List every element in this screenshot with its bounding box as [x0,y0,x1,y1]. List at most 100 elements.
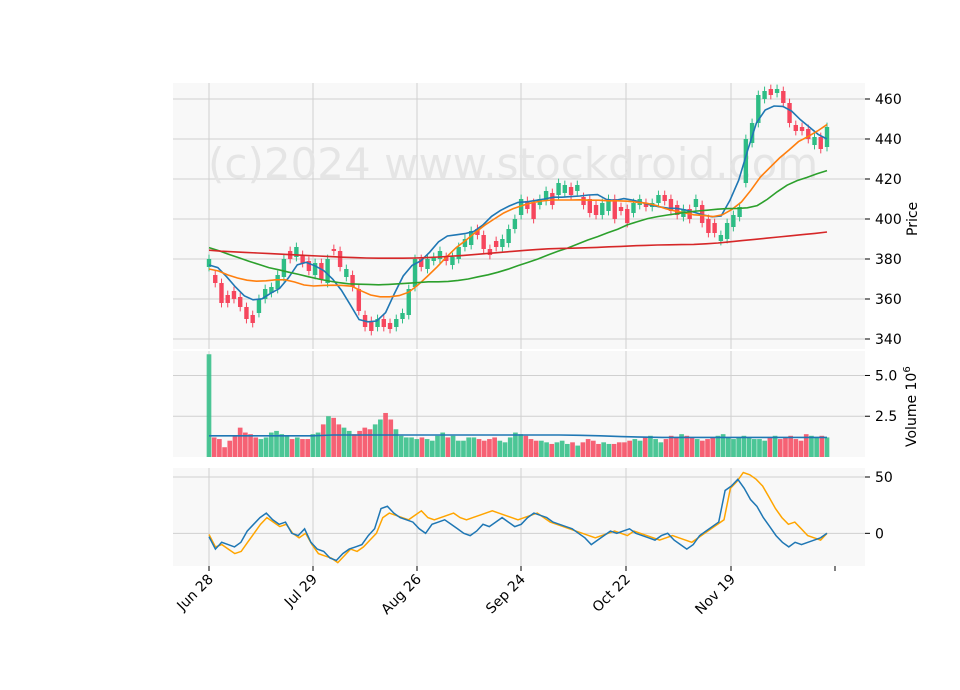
candle-body [768,89,774,95]
volume-bars [206,354,830,457]
candle-body [724,223,730,239]
volume-bar [352,434,357,457]
volume-bar [502,442,508,457]
volume-axis-ticks: 2.5 5.0 [865,368,897,425]
price-panel [173,83,865,349]
candle-body [300,255,305,263]
candle-body [275,275,280,289]
volume-bar [305,439,311,457]
candle-body [356,289,362,311]
volume-bar [694,439,700,457]
candle-body [394,319,399,327]
candle-body [412,259,418,287]
candle-body [450,257,455,265]
x-tick-label: Jun 28 [174,572,217,615]
candle-body [444,257,449,261]
candle-body [325,259,330,283]
volume-bar [320,424,326,457]
volume-bar [710,437,716,457]
volume-bar [211,437,217,457]
volume-bar [341,427,347,457]
volume-bar [684,435,690,457]
volume-bar [539,440,544,457]
candle-body [625,209,630,223]
volume-bar [284,435,290,457]
candle-body [575,185,580,191]
candle-body [631,203,636,213]
candle-body [643,203,649,207]
candle-body [774,89,780,93]
volume-bar [606,443,612,457]
volume-bar [367,429,373,457]
volume-bar [533,440,539,457]
candle-body [294,247,299,257]
volume-bar [788,435,793,457]
volume-bar [414,439,420,457]
volume-bar [393,429,399,457]
candle-body [581,197,586,205]
volume-bar [357,430,362,457]
candle-body [350,275,355,287]
candle-body [781,91,786,103]
candle-body [481,235,486,249]
volume-bar [274,430,279,457]
candle-body [506,229,511,243]
candle-body [437,251,443,259]
candle-body [419,259,424,267]
candle-body [668,199,674,211]
x-axis-ticks: Jun 28 Jul 29 Aug 26 Sep 24 Oct 22 Nov 19 [174,566,836,618]
volume-bar [227,440,233,457]
volume-bar [731,439,736,457]
candle-body [281,259,287,277]
volume-bar [476,439,482,457]
volume-bar [544,442,549,457]
volume-bar [736,437,742,457]
volume-bar [637,440,643,457]
y-tick-label: 340 [875,332,902,348]
volume-bar [793,439,799,457]
volume-bar [679,434,684,457]
volume-bar [440,432,446,457]
volume-bar [263,437,269,457]
candle-body [787,103,792,123]
x-tick-label: Jul 29 [281,572,321,612]
candle-body [518,199,524,215]
candle-body [743,139,749,183]
volume-bar [232,435,238,457]
volume-bar [590,440,596,457]
candle-body [531,203,536,219]
candle-body [493,241,499,247]
candle-body [456,247,461,259]
y-tick-label: 360 [875,292,902,308]
volume-bar [596,443,601,457]
candle-body [225,295,230,303]
volume-bar [611,443,617,457]
candle-body [312,263,318,275]
y-tick-label: 50 [875,470,893,486]
volume-bar [705,439,710,457]
volume-bar [777,439,783,457]
volume-bar [518,434,523,457]
volume-bar [372,424,378,457]
moving-average-line [208,231,828,260]
volume-bar [253,437,259,457]
candle-body [543,191,549,201]
volume-bar [279,434,285,457]
candle-body [387,323,393,329]
volume-bar [268,432,274,457]
volume-bar [429,440,435,457]
volume-bar [663,439,669,457]
volume-bar [206,354,212,457]
candle-body [468,231,474,245]
volume-bar [616,442,622,457]
volume-bar [331,417,336,457]
candle-body [737,207,742,217]
candle-body [612,199,617,219]
volume-bar [487,439,492,457]
volume-bar [217,439,222,457]
volume-bar [642,437,648,457]
volume-bar [715,435,721,457]
candle-body [706,219,711,233]
watermark: (c)2024 www.stockdroid.com [208,139,818,188]
volume-bar [222,447,227,457]
